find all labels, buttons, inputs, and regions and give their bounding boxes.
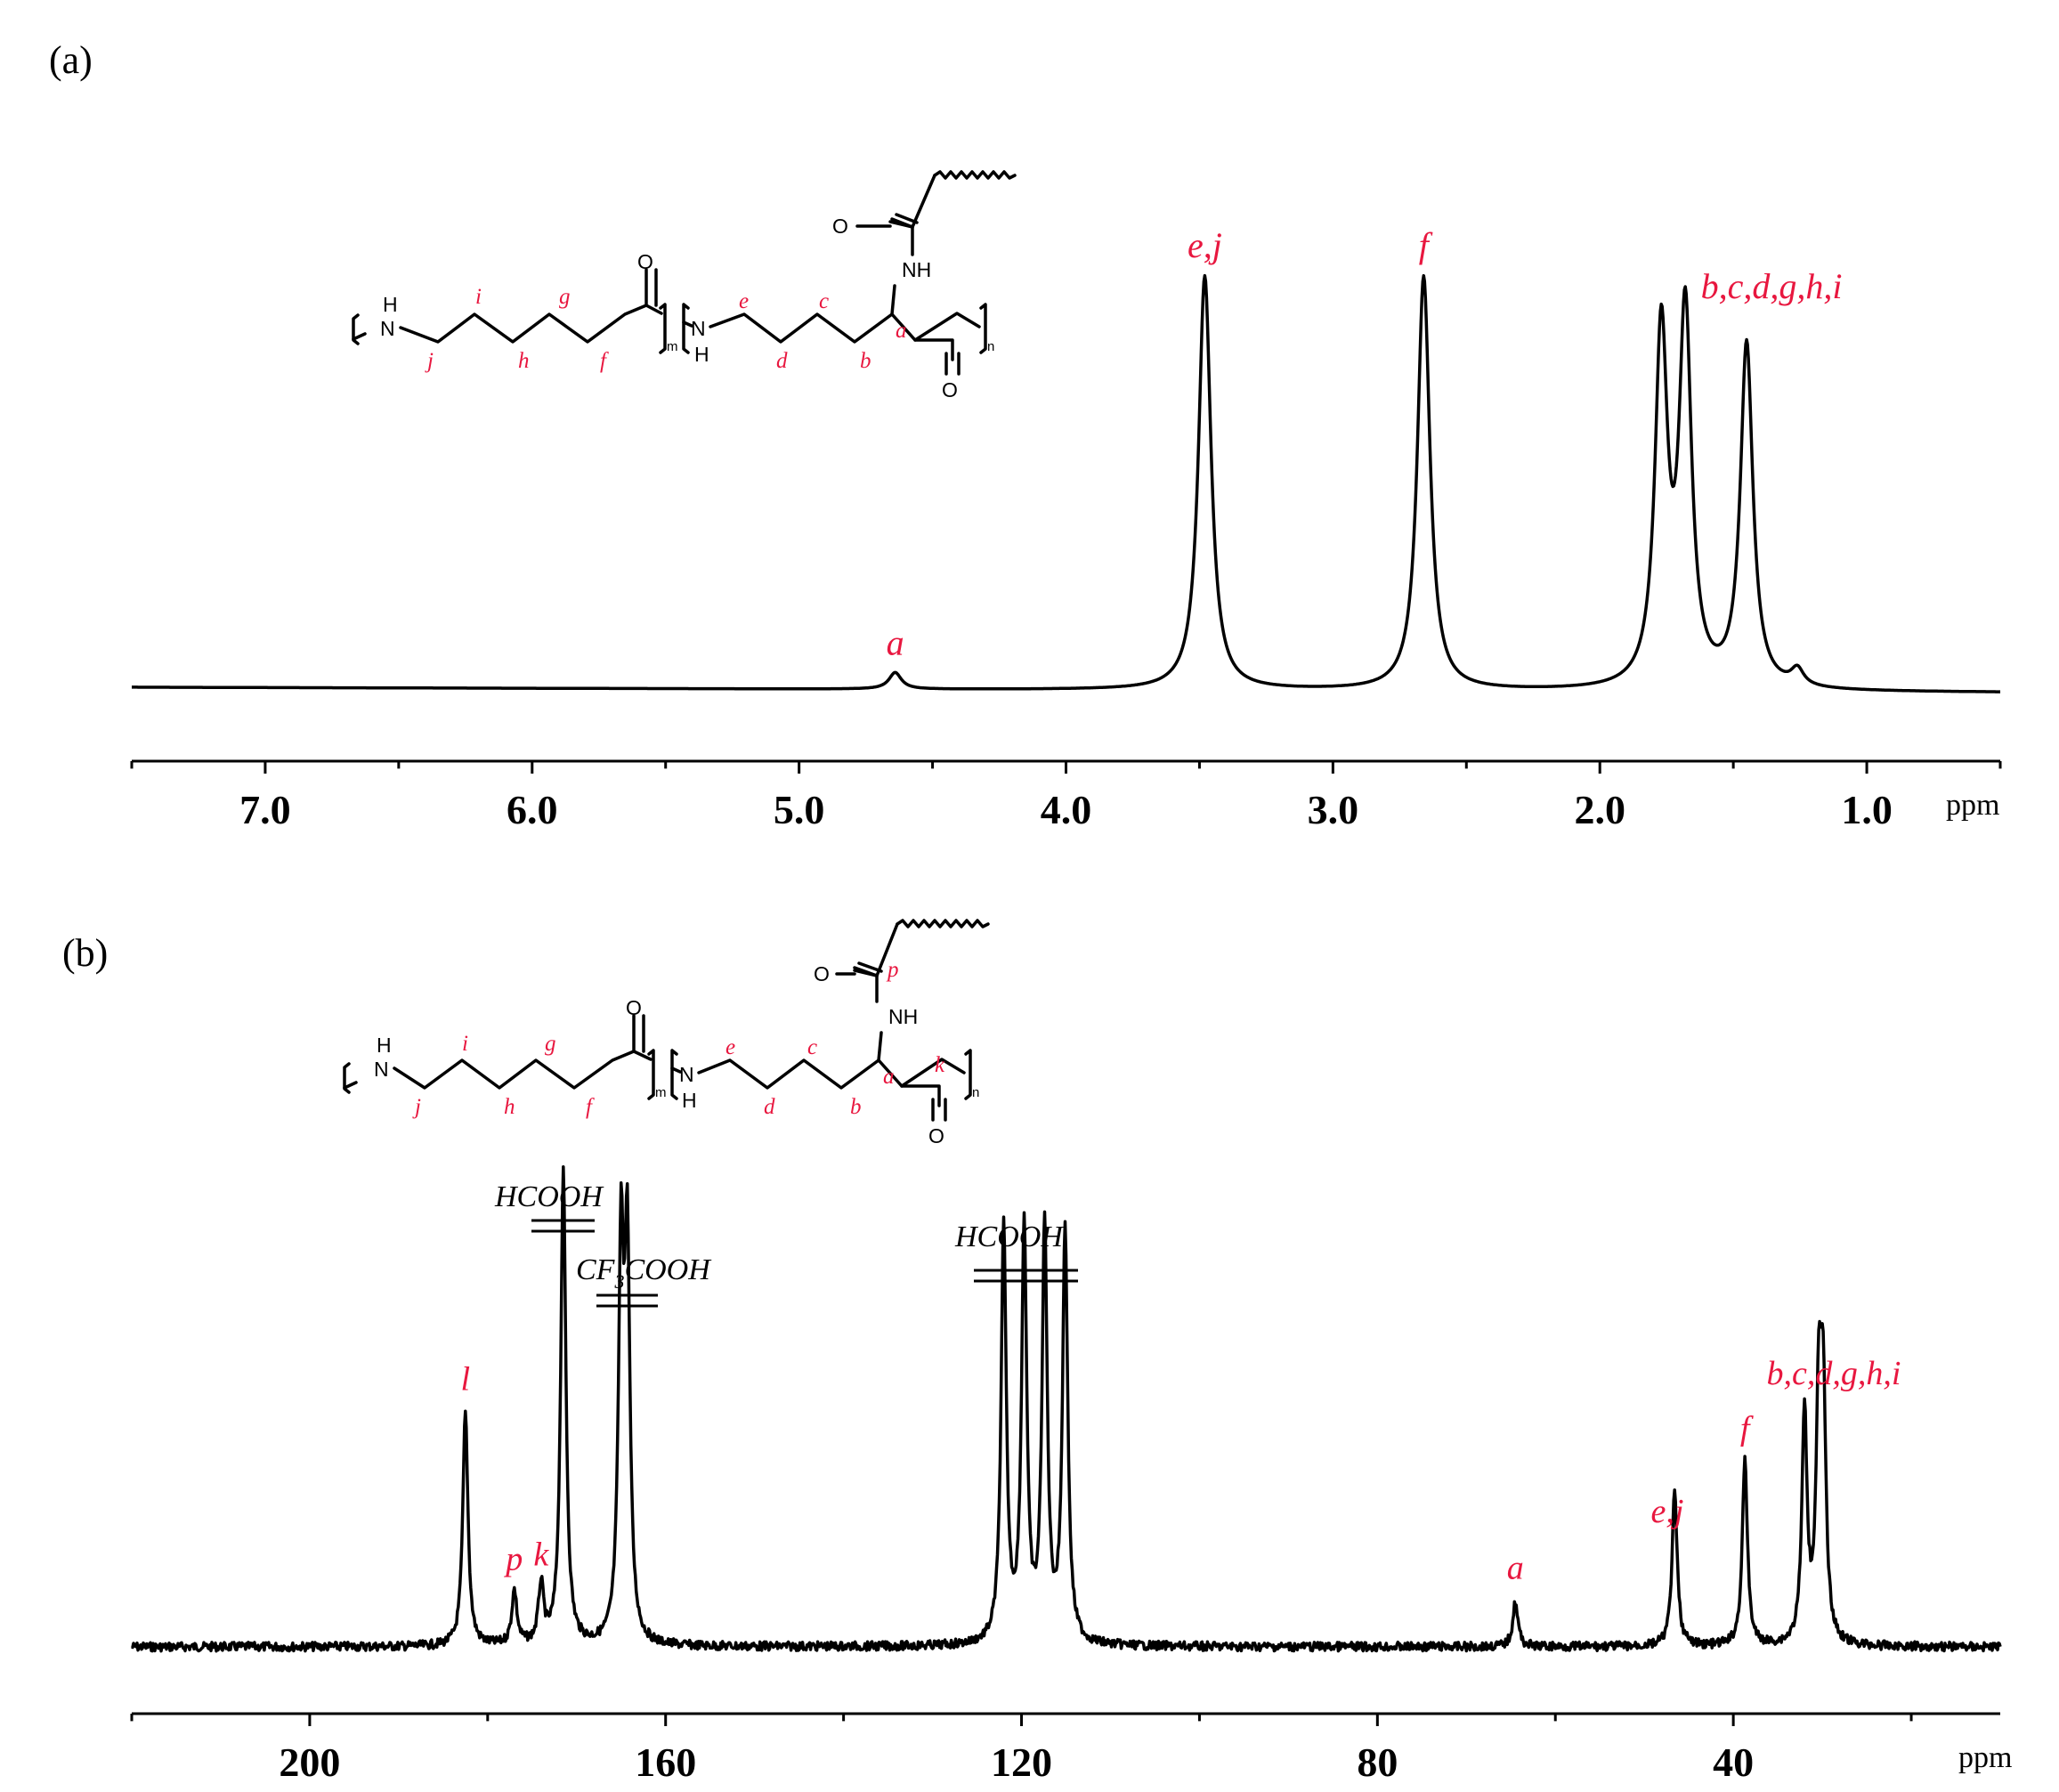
svg-text:f: f: [586, 1095, 595, 1119]
svg-text:b: b: [850, 1095, 862, 1119]
panel-b-label: (b): [62, 931, 108, 975]
svg-text:m: m: [667, 339, 678, 354]
svg-text:i: i: [462, 1032, 468, 1056]
peak-label: p: [503, 1540, 523, 1577]
svg-text:O: O: [928, 1124, 944, 1147]
polymer-structure-a: H N O m N H O NH O n: [352, 170, 1017, 401]
svg-text:O: O: [814, 962, 830, 985]
svg-text:g: g: [559, 285, 571, 309]
svg-text:f: f: [600, 349, 609, 373]
svg-text:H: H: [694, 343, 709, 366]
peak-label: e,j: [1188, 225, 1222, 265]
x-tick-labels-a: 7.0 6.0 5.0 4.0 3.0 2.0 1.0: [239, 787, 1893, 832]
svg-text:N: N: [374, 1058, 389, 1081]
svg-text:e: e: [739, 289, 749, 313]
svg-text:h: h: [504, 1095, 515, 1119]
x-tick-label: 160: [635, 1739, 696, 1785]
peak-labels-a: a e,j f b,c,d,g,h,i: [887, 225, 1843, 662]
svg-text:h: h: [518, 349, 530, 373]
svg-text:O: O: [942, 378, 958, 401]
peak-label: b,c,d,g,h,i: [1767, 1355, 1901, 1392]
polymer-structure-b: H N O m N H O NH O n: [343, 919, 990, 1147]
spectrum-a: [131, 273, 2001, 693]
x-tick-label: 80: [1357, 1739, 1398, 1785]
svg-text:j: j: [425, 349, 434, 373]
x-tick-label: 3.0: [1308, 787, 1359, 832]
x-tick-label: 4.0: [1041, 787, 1092, 832]
svg-text:a: a: [896, 319, 907, 343]
panel-a: (a) H N O m N H O NH O: [49, 38, 2002, 832]
peak-label: b,c,d,g,h,i: [1701, 266, 1843, 306]
x-tick-labels-b: 200 160 120 80 40: [279, 1739, 1754, 1785]
x-tick-label: 1.0: [1841, 787, 1893, 832]
svg-text:c: c: [819, 289, 829, 313]
svg-text:n: n: [972, 1085, 979, 1100]
x-ticks-b: [130, 1714, 1913, 1726]
x-ticks-a: [130, 761, 2002, 774]
svg-text:O: O: [637, 250, 653, 273]
peak-label: k: [533, 1536, 549, 1573]
x-tick-label: 2.0: [1574, 787, 1625, 832]
x-unit-b: ppm: [1958, 1741, 2012, 1774]
peak-label: a: [1507, 1550, 1524, 1587]
svg-text:m: m: [655, 1085, 667, 1100]
x-tick-label: 6.0: [507, 787, 558, 832]
x-unit-a: ppm: [1946, 789, 1999, 822]
peak-labels-b: l p k a e,j f b,c,d,g,h,i: [461, 1355, 1901, 1587]
svg-text:e: e: [726, 1035, 735, 1059]
solvent-label-hcooh-2: HCOOH: [954, 1220, 1065, 1253]
svg-text:O: O: [626, 996, 642, 1019]
solvent-label-cf3cooh: CF3COOH: [576, 1253, 712, 1293]
svg-text:H: H: [377, 1034, 392, 1057]
svg-text:a: a: [883, 1065, 895, 1089]
solvent-label-hcooh-1: HCOOH: [494, 1180, 604, 1213]
svg-text:p: p: [886, 958, 899, 982]
peak-label: e,j: [1651, 1493, 1684, 1530]
svg-text:j: j: [412, 1095, 421, 1119]
svg-text:H: H: [682, 1089, 697, 1112]
svg-text:n: n: [987, 339, 994, 354]
svg-text:b: b: [860, 349, 871, 373]
svg-text:N: N: [380, 317, 395, 340]
svg-text:O: O: [832, 215, 848, 238]
svg-text:d: d: [764, 1095, 775, 1119]
x-tick-label: 5.0: [774, 787, 825, 832]
svg-text:i: i: [475, 285, 482, 309]
panel-b: (b) H N O m N H O NH O: [62, 919, 2012, 1785]
svg-text:d: d: [776, 349, 788, 373]
peak-label: a: [887, 622, 904, 662]
x-tick-label: 40: [1713, 1739, 1754, 1785]
x-tick-label: 200: [279, 1739, 340, 1785]
x-tick-label: 120: [991, 1739, 1052, 1785]
peak-label: f: [1419, 225, 1433, 265]
peak-label: l: [461, 1360, 471, 1398]
svg-text:k: k: [935, 1053, 945, 1077]
svg-text:g: g: [545, 1032, 556, 1056]
svg-text:c: c: [807, 1035, 817, 1059]
svg-text:N: N: [679, 1063, 694, 1086]
spectrum-b: [130, 1165, 2002, 1653]
svg-text:NH: NH: [902, 258, 931, 281]
panel-a-label: (a): [49, 38, 93, 82]
svg-text:NH: NH: [888, 1005, 918, 1028]
svg-text:N: N: [691, 317, 706, 340]
peak-label: f: [1740, 1410, 1754, 1447]
x-tick-label: 7.0: [239, 787, 291, 832]
solvent-annotations: HCOOH CF3COOH HCOOH: [494, 1180, 1078, 1308]
svg-text:H: H: [383, 293, 398, 316]
